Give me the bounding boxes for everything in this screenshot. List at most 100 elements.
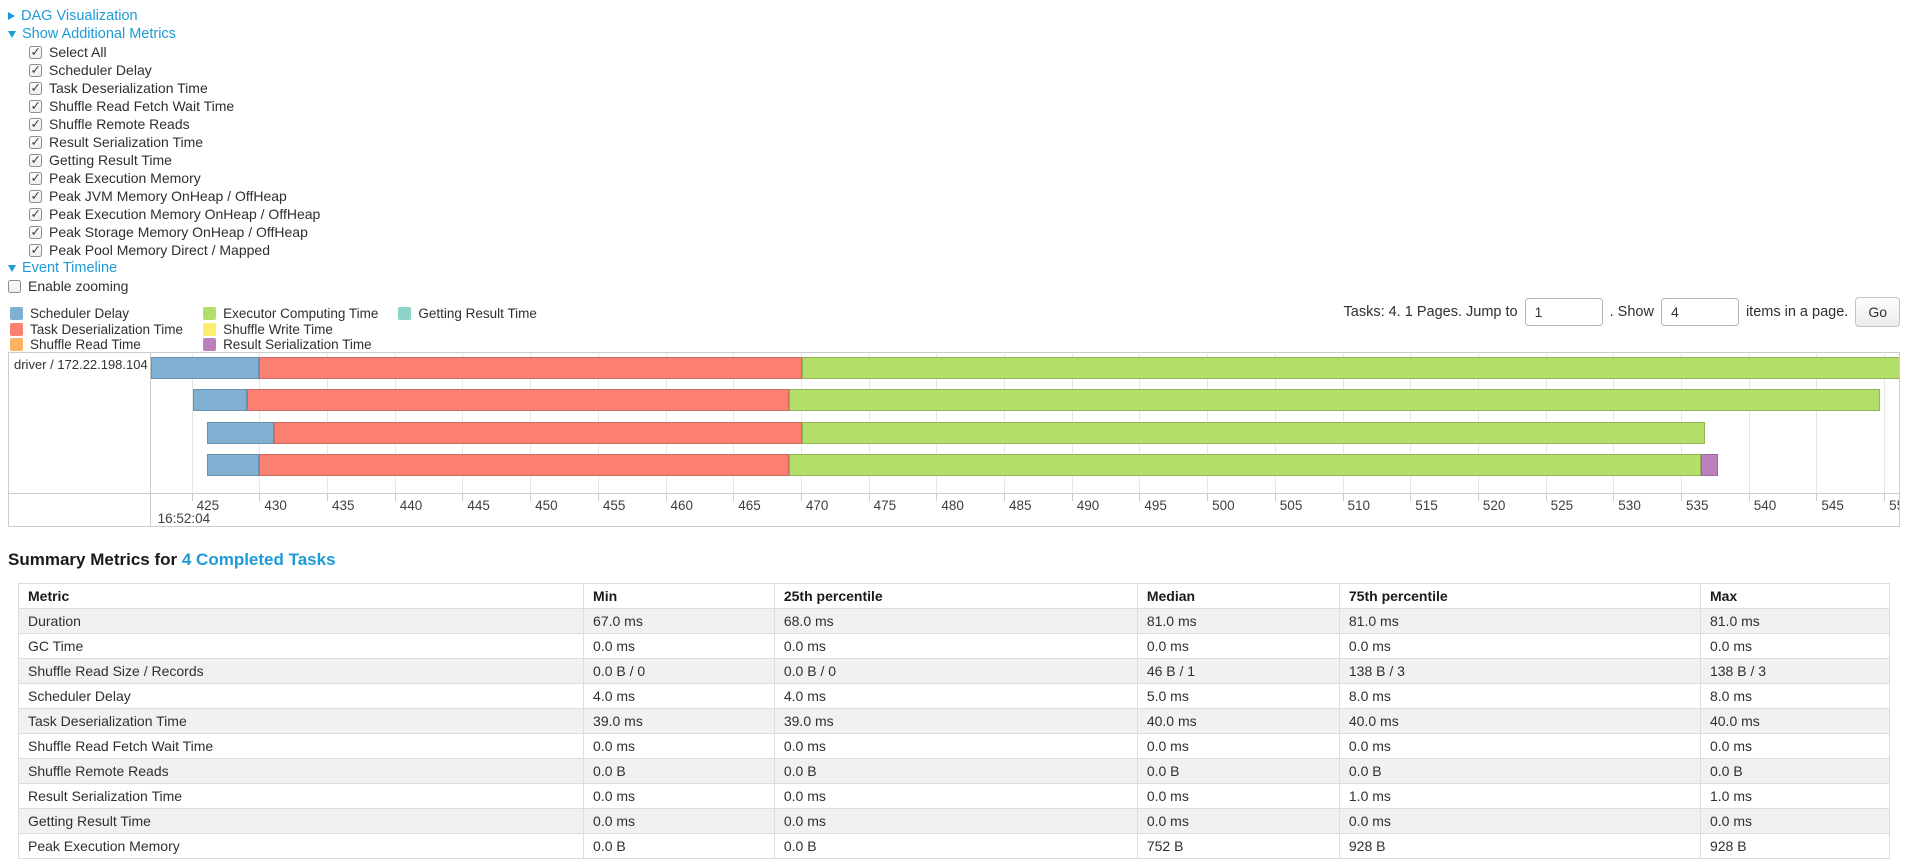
axis-tick — [597, 494, 599, 501]
legend-item: Executor Computing Time — [203, 306, 378, 322]
metric-checkbox-row: Task Deserialization Time — [29, 79, 1907, 97]
legend-swatch — [203, 322, 217, 336]
legend-swatch — [203, 307, 217, 321]
axis-tick — [327, 494, 329, 501]
axis-tick-label: 475 — [873, 498, 897, 513]
axis-tick — [1274, 494, 1276, 501]
table-header-cell: 75th percentile — [1338, 583, 1701, 609]
legend-item: Shuffle Write Time — [203, 322, 378, 338]
task-segment-executor-computing[interactable] — [788, 453, 1702, 476]
axis-tick — [191, 494, 193, 501]
metric-checkbox-row: Scheduler Delay — [29, 61, 1907, 79]
metric-checkbox-row: Peak JVM Memory OnHeap / OffHeap — [29, 187, 1907, 205]
axis-tick — [1613, 494, 1615, 501]
task-segment-task-deserialization[interactable] — [274, 421, 803, 444]
axis-tick — [733, 494, 735, 501]
metric-checkbox-row: Shuffle Read Fetch Wait Time — [29, 97, 1907, 115]
axis-tick — [259, 494, 261, 501]
axis-tick — [1748, 494, 1750, 501]
show-additional-metrics-label: Show Additional Metrics — [22, 26, 176, 42]
axis-tick-label: 530 — [1618, 498, 1641, 513]
metric-value-cell: 39.0 ms — [773, 708, 1138, 734]
show-additional-metrics-toggle[interactable]: Show Additional Metrics — [8, 25, 1907, 43]
task-segment-task-deserialization[interactable] — [259, 453, 789, 476]
axis-tick-label: 460 — [670, 498, 694, 513]
axis-tick-label: 495 — [1144, 498, 1167, 513]
axis-tick — [1816, 494, 1818, 501]
legend-item: Task Deserialization Time — [10, 322, 183, 338]
metric-checkbox[interactable] — [29, 170, 42, 185]
additional-metrics-list: Select All Scheduler Delay Task Deserializ… — [29, 43, 1907, 259]
metric-checkbox[interactable] — [29, 134, 42, 149]
legend-column: Executor Computing Time Shuffle Write Tim… — [203, 306, 378, 353]
task-segment-executor-computing[interactable] — [788, 389, 1881, 412]
legend-label: Scheduler Delay — [30, 306, 130, 322]
axis-tick — [1071, 494, 1073, 501]
metric-checkbox[interactable] — [29, 80, 42, 95]
chevron-right-icon — [8, 12, 15, 20]
legend-label: Task Deserialization Time — [30, 321, 184, 337]
metric-name-cell: Shuffle Read Size / Records — [17, 658, 585, 684]
metric-checkbox[interactable] — [29, 62, 42, 77]
metric-checkbox-row: Shuffle Remote Reads — [29, 115, 1907, 133]
dag-visualization-toggle[interactable]: DAG Visualization — [8, 7, 1907, 25]
axis-tick-label: 510 — [1347, 498, 1371, 513]
event-timeline-chart: driver / 172.22.198.104 425 430 435 440 445 4… — [8, 352, 1900, 527]
task-segment-executor-computing[interactable] — [802, 421, 1706, 444]
axis-tick — [1342, 494, 1344, 501]
event-timeline-toggle[interactable]: Event Timeline — [8, 259, 1907, 277]
metric-checkbox[interactable] — [29, 98, 42, 113]
legend-swatch — [10, 338, 23, 352]
chevron-down-icon — [8, 30, 16, 38]
metric-checkbox-label: Shuffle Remote Reads — [49, 116, 190, 132]
table-row: Shuffle Remote Reads 0.0 B 0.0 B 0.0 B 0.0 B… — [17, 758, 1891, 784]
axis-tick — [1207, 494, 1209, 501]
metric-value-cell: 0.0 ms — [773, 808, 1138, 834]
axis-tick-label: 520 — [1482, 498, 1506, 513]
table-header-cell: Metric — [17, 583, 585, 609]
enable-zooming-checkbox[interactable] — [8, 279, 21, 293]
legend-swatch — [10, 307, 23, 321]
axis-tick-label: 465 — [738, 498, 761, 513]
metric-checkbox[interactable] — [29, 206, 42, 221]
metric-checkbox-label: Getting Result Time — [49, 152, 172, 168]
metric-value-cell: 1.0 ms — [1338, 783, 1701, 809]
metric-value-cell: 0.0 ms — [1699, 808, 1891, 834]
task-segment-executor-computing[interactable] — [802, 357, 1899, 379]
task-segment-scheduler-delay[interactable] — [151, 357, 260, 379]
metric-checkbox-label: Peak Execution Memory OnHeap / OffHeap — [49, 206, 321, 222]
jump-to-page-input[interactable] — [1524, 298, 1603, 326]
axis-tick-label: 535 — [1686, 498, 1709, 513]
axis-tick — [1681, 494, 1682, 501]
legend-label: Shuffle Read Time — [30, 337, 141, 353]
table-header-cell: Max — [1699, 583, 1891, 609]
metric-checkbox[interactable] — [29, 188, 42, 203]
go-button[interactable]: Go — [1855, 297, 1900, 327]
metric-checkbox[interactable] — [29, 44, 42, 59]
axis-tick-label: 545 — [1821, 498, 1844, 513]
task-segment-task-deserialization[interactable] — [259, 357, 803, 379]
axis-tick — [1139, 494, 1141, 501]
metric-checkbox[interactable] — [29, 224, 42, 239]
metric-value-cell: 68.0 ms — [773, 608, 1138, 634]
metric-value-cell: 0.0 B — [583, 833, 775, 859]
metric-value-cell: 0.0 B — [583, 758, 775, 784]
completed-tasks-link[interactable]: 4 Completed Tasks — [181, 550, 336, 569]
task-segment-scheduler-delay[interactable] — [206, 421, 275, 444]
items-per-page-input[interactable] — [1660, 298, 1739, 326]
task-segment-scheduler-delay[interactable] — [206, 453, 260, 476]
legend-item: Scheduler Delay — [10, 306, 183, 322]
axis-tick-label: 490 — [1076, 498, 1100, 513]
legend-item: Result Serialization Time — [203, 337, 378, 353]
task-segment-scheduler-delay[interactable] — [192, 389, 248, 412]
metric-checkbox[interactable] — [29, 242, 42, 257]
metric-checkbox-label: Task Deserialization Time — [49, 80, 208, 96]
task-segment-task-deserialization[interactable] — [247, 389, 789, 412]
metric-value-cell: 0.0 ms — [1338, 808, 1701, 834]
legend-label: Result Serialization Time — [223, 337, 372, 353]
metric-checkbox[interactable] — [29, 116, 42, 131]
task-segment-result-serialization[interactable] — [1701, 453, 1718, 476]
legend-swatch — [10, 322, 23, 336]
metric-checkbox[interactable] — [29, 152, 42, 167]
table-row: Shuffle Read Size / Records 0.0 B / 0 0.0 … — [17, 658, 1891, 684]
